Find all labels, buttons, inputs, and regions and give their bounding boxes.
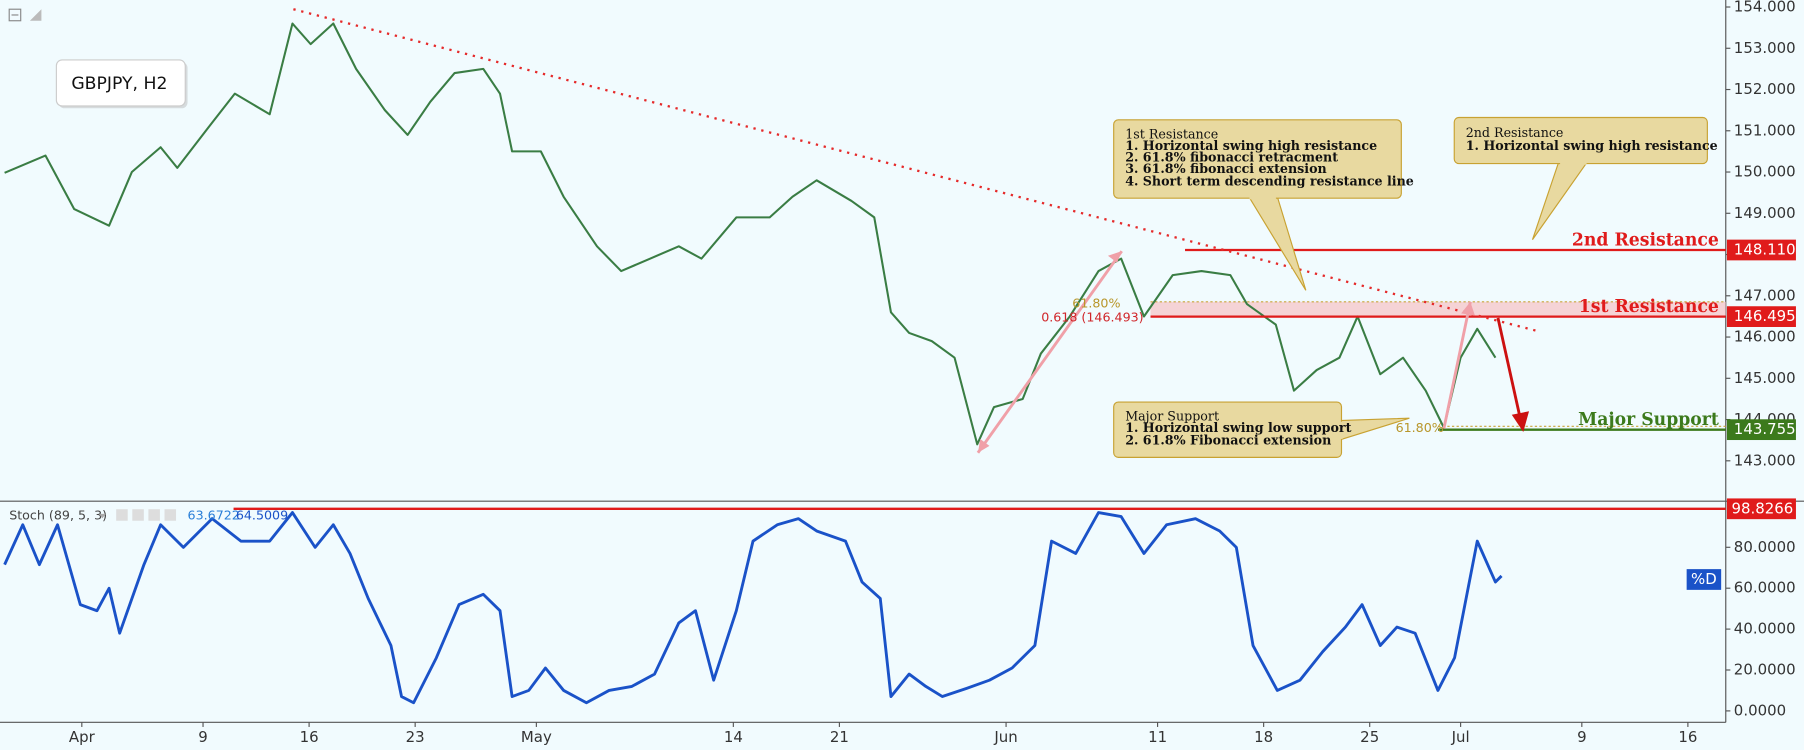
collapse-icon[interactable] bbox=[8, 8, 22, 22]
y-tick-label: 0.0000 bbox=[1734, 701, 1786, 719]
level-badge bbox=[1726, 419, 1796, 441]
annotation-text: 1st Resistance bbox=[1125, 126, 1218, 141]
marks bbox=[3, 22, 1726, 705]
level-label: 98.8266 bbox=[1732, 499, 1794, 517]
y-tick-label: 146.000 bbox=[1734, 328, 1796, 346]
annotation-text: 1. Horizontal swing low support bbox=[1125, 420, 1351, 435]
labels: 143.000144.000145.000146.000147.000148.0… bbox=[69, 0, 1796, 746]
x-tick-label: 9 bbox=[198, 728, 208, 746]
indicator-value: 63.6722 bbox=[188, 508, 240, 523]
x-tick-label: Apr bbox=[69, 728, 96, 746]
annotation-text: 2. 61.8% Fibonacci extension bbox=[1125, 433, 1331, 448]
x-tick-label: 11 bbox=[1148, 728, 1167, 746]
annotation-text: 2nd Resistance bbox=[1466, 125, 1564, 140]
annotation-text: 3. 61.8% fibonacci extension bbox=[1125, 161, 1327, 176]
series-badge bbox=[1686, 569, 1722, 590]
level-label: 146.495 bbox=[1734, 307, 1796, 325]
annotation: 1st Resistance 1. Horizontal swing high … bbox=[1113, 119, 1414, 291]
x-tick-label: 16 bbox=[1678, 728, 1697, 746]
y-tick-label: 150.000 bbox=[1734, 163, 1796, 181]
projection-arrow bbox=[1496, 317, 1523, 422]
symbol-box bbox=[55, 59, 186, 107]
stoch-line bbox=[3, 511, 1503, 705]
level-badge bbox=[1726, 239, 1796, 261]
y-tick-label: 143.000 bbox=[1734, 451, 1796, 469]
fib-arrow bbox=[1461, 301, 1475, 316]
level-label: 143.755 bbox=[1734, 420, 1796, 438]
annotation-text: 2. 61.8% fibonacci retracment bbox=[1125, 149, 1338, 164]
annotation-text: Major Support bbox=[1125, 409, 1219, 424]
level-badge bbox=[1726, 498, 1796, 520]
x-tick-label: 14 bbox=[724, 728, 743, 746]
level-badge bbox=[1726, 306, 1796, 327]
fib-arrow bbox=[1442, 301, 1472, 429]
resistance-zone bbox=[1150, 301, 1726, 316]
annotation-text: 1. Horizontal swing high resistance bbox=[1466, 138, 1718, 153]
x-tick-label: 21 bbox=[830, 728, 849, 746]
y-tick-label: 80.0000 bbox=[1734, 538, 1796, 556]
y-tick-label: 60.0000 bbox=[1734, 579, 1796, 597]
fib-arrow bbox=[977, 438, 990, 453]
x-tick-label: Jul bbox=[1451, 728, 1470, 746]
x-tick-label: 9 bbox=[1577, 728, 1587, 746]
price-line bbox=[4, 22, 1497, 446]
x-tick-label: Jun bbox=[993, 728, 1017, 746]
legend-icon[interactable] bbox=[116, 509, 128, 521]
grid bbox=[81, 6, 1731, 727]
annotation-text: 4. Short term descending resistance line bbox=[1125, 174, 1414, 189]
annotation: 2nd Resistance 1. Horizontal swing high … bbox=[1453, 116, 1718, 240]
legend-icon bbox=[98, 513, 106, 519]
y-tick-label: 152.000 bbox=[1734, 80, 1796, 98]
level-name: Major Support bbox=[1578, 410, 1719, 430]
x-tick-label: 16 bbox=[300, 728, 319, 746]
annotation: Major Support 1. Horizontal swing low su… bbox=[1113, 401, 1410, 458]
level-name: 2nd Resistance bbox=[1572, 230, 1719, 250]
annotation-text: 1. Horizontal swing high resistance bbox=[1125, 138, 1377, 153]
chart-title: GBPJPY, H2 bbox=[71, 74, 167, 94]
x-tick-label: 18 bbox=[1254, 728, 1273, 746]
y-tick-label: 149.000 bbox=[1734, 204, 1796, 222]
fib-label: 0.618 (146.493) bbox=[1041, 309, 1143, 324]
annotation-box bbox=[1336, 421, 1343, 439]
y-tick-label: 147.000 bbox=[1734, 286, 1796, 304]
x-tick-label: May bbox=[521, 728, 552, 746]
fib-arrow bbox=[976, 250, 1123, 454]
indicator-value: 64.5009 bbox=[236, 508, 288, 523]
legend-icon[interactable] bbox=[164, 509, 177, 521]
level-label: 148.110 bbox=[1734, 240, 1796, 258]
y-tick-label: 153.000 bbox=[1734, 39, 1796, 57]
y-tick-label: 151.000 bbox=[1734, 121, 1796, 139]
fib-label: 61.80% bbox=[1396, 420, 1444, 435]
projection-arrow bbox=[1511, 411, 1530, 433]
legend-icon[interactable] bbox=[132, 509, 144, 521]
y-tick-label: 40.0000 bbox=[1734, 620, 1796, 638]
fib-label: 61.80% bbox=[1072, 296, 1120, 311]
x-tick-label: 23 bbox=[406, 728, 425, 746]
annotation-box bbox=[1249, 193, 1276, 200]
series-badge-label: %D bbox=[1691, 570, 1717, 588]
x-tick-label: 25 bbox=[1360, 728, 1379, 746]
indicator-title: Stoch (89, 5, 3) bbox=[9, 508, 107, 523]
fib-arrow bbox=[1107, 251, 1122, 263]
y-tick-label: 145.000 bbox=[1734, 369, 1796, 387]
annotation-box bbox=[1560, 158, 1587, 165]
legend-icon[interactable] bbox=[148, 509, 160, 521]
y-tick-label: 20.0000 bbox=[1734, 660, 1796, 678]
y-tick-label: 154.000 bbox=[1734, 0, 1796, 16]
level-name: 1st Resistance bbox=[1579, 297, 1719, 317]
